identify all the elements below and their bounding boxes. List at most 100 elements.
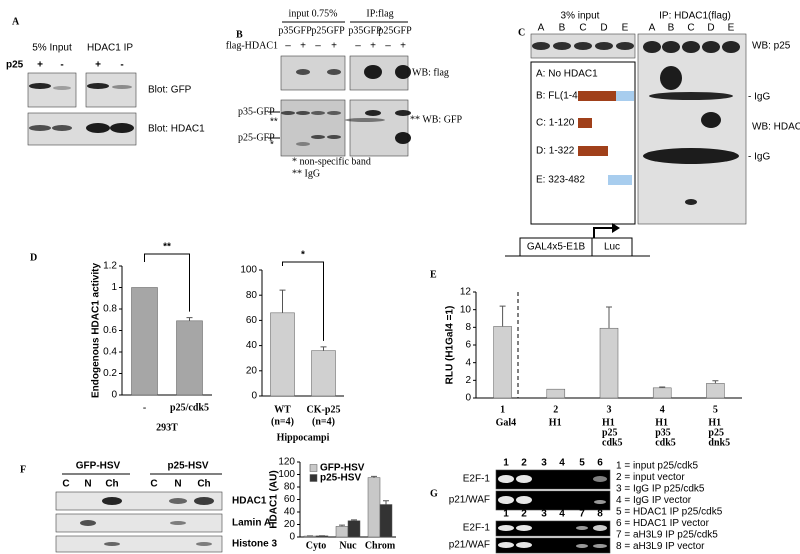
label: 3 = IgG IP p25/cdk5	[616, 484, 705, 495]
bar	[546, 388, 566, 399]
x-tick-label: -	[143, 402, 146, 413]
band	[516, 525, 532, 531]
label: 4	[559, 509, 565, 520]
error-bar	[606, 306, 612, 329]
label: 1	[503, 458, 509, 469]
x-sublabel: p25	[708, 427, 724, 438]
label: B	[668, 23, 675, 34]
significance: *	[301, 250, 305, 261]
blot	[495, 537, 611, 554]
band	[296, 111, 310, 115]
bar	[599, 327, 619, 399]
error-bar	[351, 519, 357, 521]
domain	[616, 91, 634, 101]
band	[660, 66, 682, 90]
y-tick-label: 4	[465, 357, 471, 368]
band	[498, 542, 514, 548]
y-tick-label: 20	[246, 365, 258, 376]
y-tick-label: 120	[278, 457, 295, 468]
x-tick-label: 1	[500, 404, 505, 415]
label: 8 = aH3L9 IP vector	[616, 541, 705, 552]
band	[498, 475, 514, 483]
bar	[706, 383, 725, 399]
band	[29, 83, 51, 89]
label: 7 = aH3L9 IP p25/cdk5	[616, 530, 718, 541]
y-tick-label: 60	[246, 315, 258, 326]
x-tick-label: p25/cdk5	[170, 402, 209, 413]
error-bar	[383, 500, 389, 505]
y-tick-label: 0.6	[103, 325, 117, 336]
label: - IgG	[748, 92, 770, 103]
x-tick-label: WT	[274, 404, 291, 415]
band	[395, 65, 411, 79]
label: Blot: HDAC1	[148, 124, 205, 135]
band	[516, 542, 532, 548]
band	[196, 542, 212, 546]
y-tick-label: 0.2	[103, 368, 117, 379]
legend-label: GFP-HSV	[320, 463, 365, 474]
bar	[176, 320, 203, 396]
label: ** IgG	[292, 168, 320, 179]
band	[365, 110, 381, 116]
bar	[367, 477, 381, 538]
y-axis-label: Endogenous HDAC1 activity	[91, 263, 102, 398]
y-axis-label: HDAC1 (AU)	[269, 470, 280, 528]
band	[553, 42, 571, 50]
y-tick-label: 100	[240, 265, 257, 276]
band	[296, 142, 310, 146]
label: +	[37, 60, 43, 71]
label: - IgG	[748, 152, 770, 163]
y-tick-label: 80	[284, 482, 296, 493]
band	[701, 112, 721, 128]
label: C	[579, 23, 586, 34]
band	[194, 497, 214, 505]
label: p35-GFP	[238, 106, 275, 117]
label: N	[174, 479, 181, 490]
x-tick-label: 2	[553, 404, 558, 415]
domain	[578, 146, 608, 156]
label: +	[370, 41, 376, 52]
label: +	[331, 41, 337, 52]
label: p25-HSV	[167, 461, 208, 472]
band	[593, 525, 607, 531]
blot	[85, 72, 137, 108]
significance: **	[163, 242, 171, 253]
x-tick-label: 5	[713, 404, 718, 415]
label: 8	[597, 509, 603, 520]
label: 2	[521, 509, 527, 520]
x-tick-label: Chrom	[365, 540, 396, 551]
x-tick-label: (n=4)	[312, 416, 335, 427]
label: E2F-1	[463, 474, 491, 485]
x-sublabel: cdk5	[655, 437, 676, 448]
bar	[311, 350, 336, 397]
label: C	[62, 479, 69, 490]
label: D	[707, 23, 714, 34]
band	[170, 521, 186, 525]
y-tick-label: 0	[465, 393, 471, 404]
label: Blot: GFP	[148, 85, 192, 96]
significance-bracket	[282, 261, 324, 341]
band	[395, 132, 411, 144]
x-sublabel: H1	[655, 417, 668, 428]
y-tick-label: 0	[251, 391, 257, 402]
legend-label: p25-HSV	[320, 473, 361, 484]
bar	[379, 504, 393, 538]
band	[311, 135, 325, 139]
label: B	[559, 23, 566, 34]
blot	[495, 490, 611, 511]
blot	[55, 535, 223, 553]
label: GAL4x5-E1B	[527, 242, 586, 253]
panel-label: D	[30, 252, 37, 263]
label: A: No HDAC1	[536, 69, 598, 80]
label: GFP-HSV	[76, 461, 121, 472]
label: p25GFP	[311, 25, 345, 36]
label: Luc	[604, 242, 620, 253]
band	[574, 42, 592, 50]
label: 3	[541, 509, 547, 520]
error-bar	[371, 475, 377, 478]
label: HDAC1 IP	[87, 43, 133, 54]
blot	[495, 469, 611, 490]
legend-box	[530, 61, 636, 225]
error-bar	[499, 305, 506, 327]
bar	[347, 520, 361, 538]
